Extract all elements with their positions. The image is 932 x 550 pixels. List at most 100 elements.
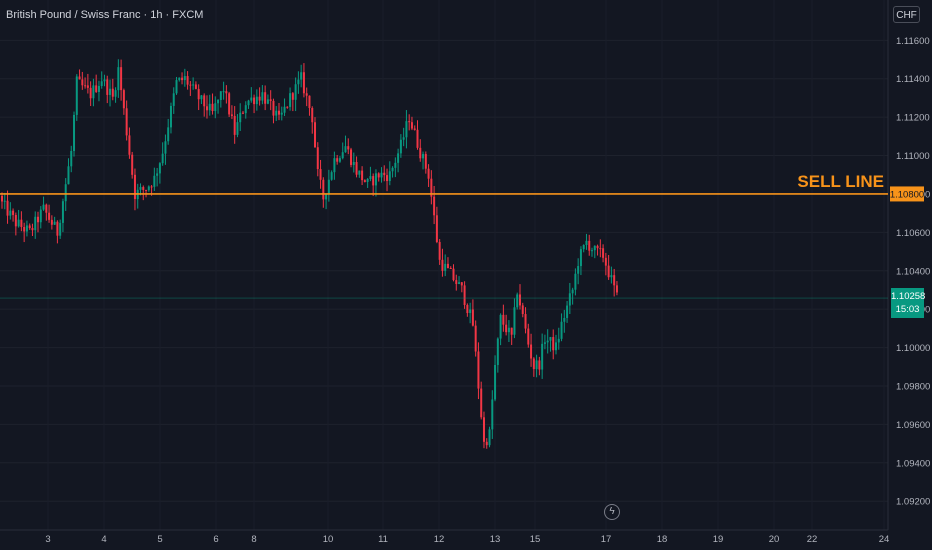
candle-body	[186, 76, 189, 85]
candle-body	[172, 93, 175, 106]
candle-body	[352, 162, 355, 165]
price-tick-label: 1.11400	[896, 74, 930, 85]
symbol-title[interactable]: British Pound / Swiss Franc · 1h · FXCM	[6, 9, 204, 21]
candle-body	[527, 328, 530, 345]
candle-body	[607, 265, 610, 278]
candle-body	[6, 200, 9, 216]
price-tick-label: 1.09800	[896, 381, 930, 392]
lightning-icon[interactable]: ϟ	[604, 504, 620, 520]
candle-body	[518, 294, 521, 306]
candle-body	[230, 114, 233, 116]
candle-body	[20, 219, 23, 227]
candle-body	[377, 173, 380, 178]
candle-body	[413, 128, 416, 130]
candle-body	[214, 103, 217, 112]
candle-body	[388, 171, 391, 182]
candle-body	[524, 314, 527, 329]
candle-body	[203, 95, 206, 107]
candle-body	[549, 337, 552, 341]
time-tick-label: 13	[490, 534, 501, 545]
candle-body	[128, 135, 131, 155]
time-tick-label: 5	[157, 534, 162, 545]
candle-body	[571, 289, 574, 294]
candle-body	[543, 342, 546, 344]
candle-body	[61, 201, 64, 223]
candle-body	[111, 88, 114, 97]
candle-body	[289, 93, 292, 107]
candle-body	[480, 388, 483, 418]
candle-body	[266, 99, 269, 104]
candle-body	[217, 100, 220, 104]
last-price-value: 1.10258	[891, 291, 926, 302]
price-tick-label: 1.11200	[896, 113, 930, 124]
candle-body	[244, 105, 247, 114]
candle-body	[258, 96, 261, 101]
candle-body	[145, 189, 148, 191]
candle-body	[253, 97, 256, 105]
candle-body	[510, 327, 513, 335]
candle-body	[302, 72, 305, 94]
price-tick-label: 1.11600	[896, 36, 930, 47]
candle-body	[347, 146, 350, 150]
candle-body	[48, 212, 51, 220]
candle-body	[438, 242, 441, 260]
candle-body	[139, 187, 142, 190]
candle-body	[372, 176, 375, 186]
candle-body	[286, 106, 289, 108]
candle-body	[53, 221, 56, 225]
candle-body	[596, 245, 599, 249]
candles	[1, 59, 618, 449]
candle-body	[278, 110, 280, 115]
price-tick-label: 1.09600	[896, 420, 930, 431]
candle-body	[477, 351, 480, 389]
candle-body	[391, 167, 394, 172]
candle-body	[275, 110, 278, 116]
time-tick-label: 10	[323, 534, 334, 545]
candle-body	[449, 267, 452, 269]
candle-body	[380, 172, 383, 178]
candle-body	[555, 342, 557, 351]
time-tick-label: 18	[657, 534, 668, 545]
sell-line-label: SELL LINE	[797, 172, 884, 191]
candle-body	[402, 137, 405, 140]
time-tick-label: 15	[530, 534, 541, 545]
candle-body	[563, 317, 566, 322]
candle-body	[330, 172, 333, 180]
candle-body	[430, 178, 433, 197]
candle-body	[120, 67, 123, 91]
candle-body	[574, 273, 577, 290]
candle-body	[294, 84, 297, 100]
candle-body	[568, 293, 571, 306]
candle-body	[394, 162, 397, 168]
time-tick-label: 8	[251, 534, 256, 545]
candle-body	[336, 158, 339, 162]
candle-body	[308, 95, 311, 109]
candle-body	[125, 108, 128, 136]
candle-body	[530, 344, 533, 359]
candle-body	[228, 93, 231, 115]
currency-button[interactable]: CHF	[893, 6, 920, 23]
candle-body	[208, 103, 211, 111]
time-tick-label: 11	[378, 534, 388, 545]
candle-body	[161, 153, 164, 164]
candle-body	[264, 92, 267, 104]
candle-body	[109, 88, 112, 95]
candle-body	[89, 87, 92, 99]
candle-body	[485, 441, 488, 446]
candle-body	[435, 215, 438, 243]
candle-body	[241, 112, 244, 114]
time-tick-label: 24	[879, 534, 890, 545]
candle-body	[422, 154, 425, 159]
candle-body	[103, 79, 106, 82]
candle-body	[615, 285, 618, 293]
candle-body	[12, 210, 15, 215]
candle-body	[34, 216, 37, 231]
candle-body	[189, 84, 192, 86]
candle-body	[446, 263, 449, 268]
candle-body	[408, 121, 411, 123]
candle-body	[114, 90, 117, 97]
candle-body	[305, 93, 308, 96]
candle-body	[491, 399, 494, 430]
candle-body	[97, 86, 100, 92]
